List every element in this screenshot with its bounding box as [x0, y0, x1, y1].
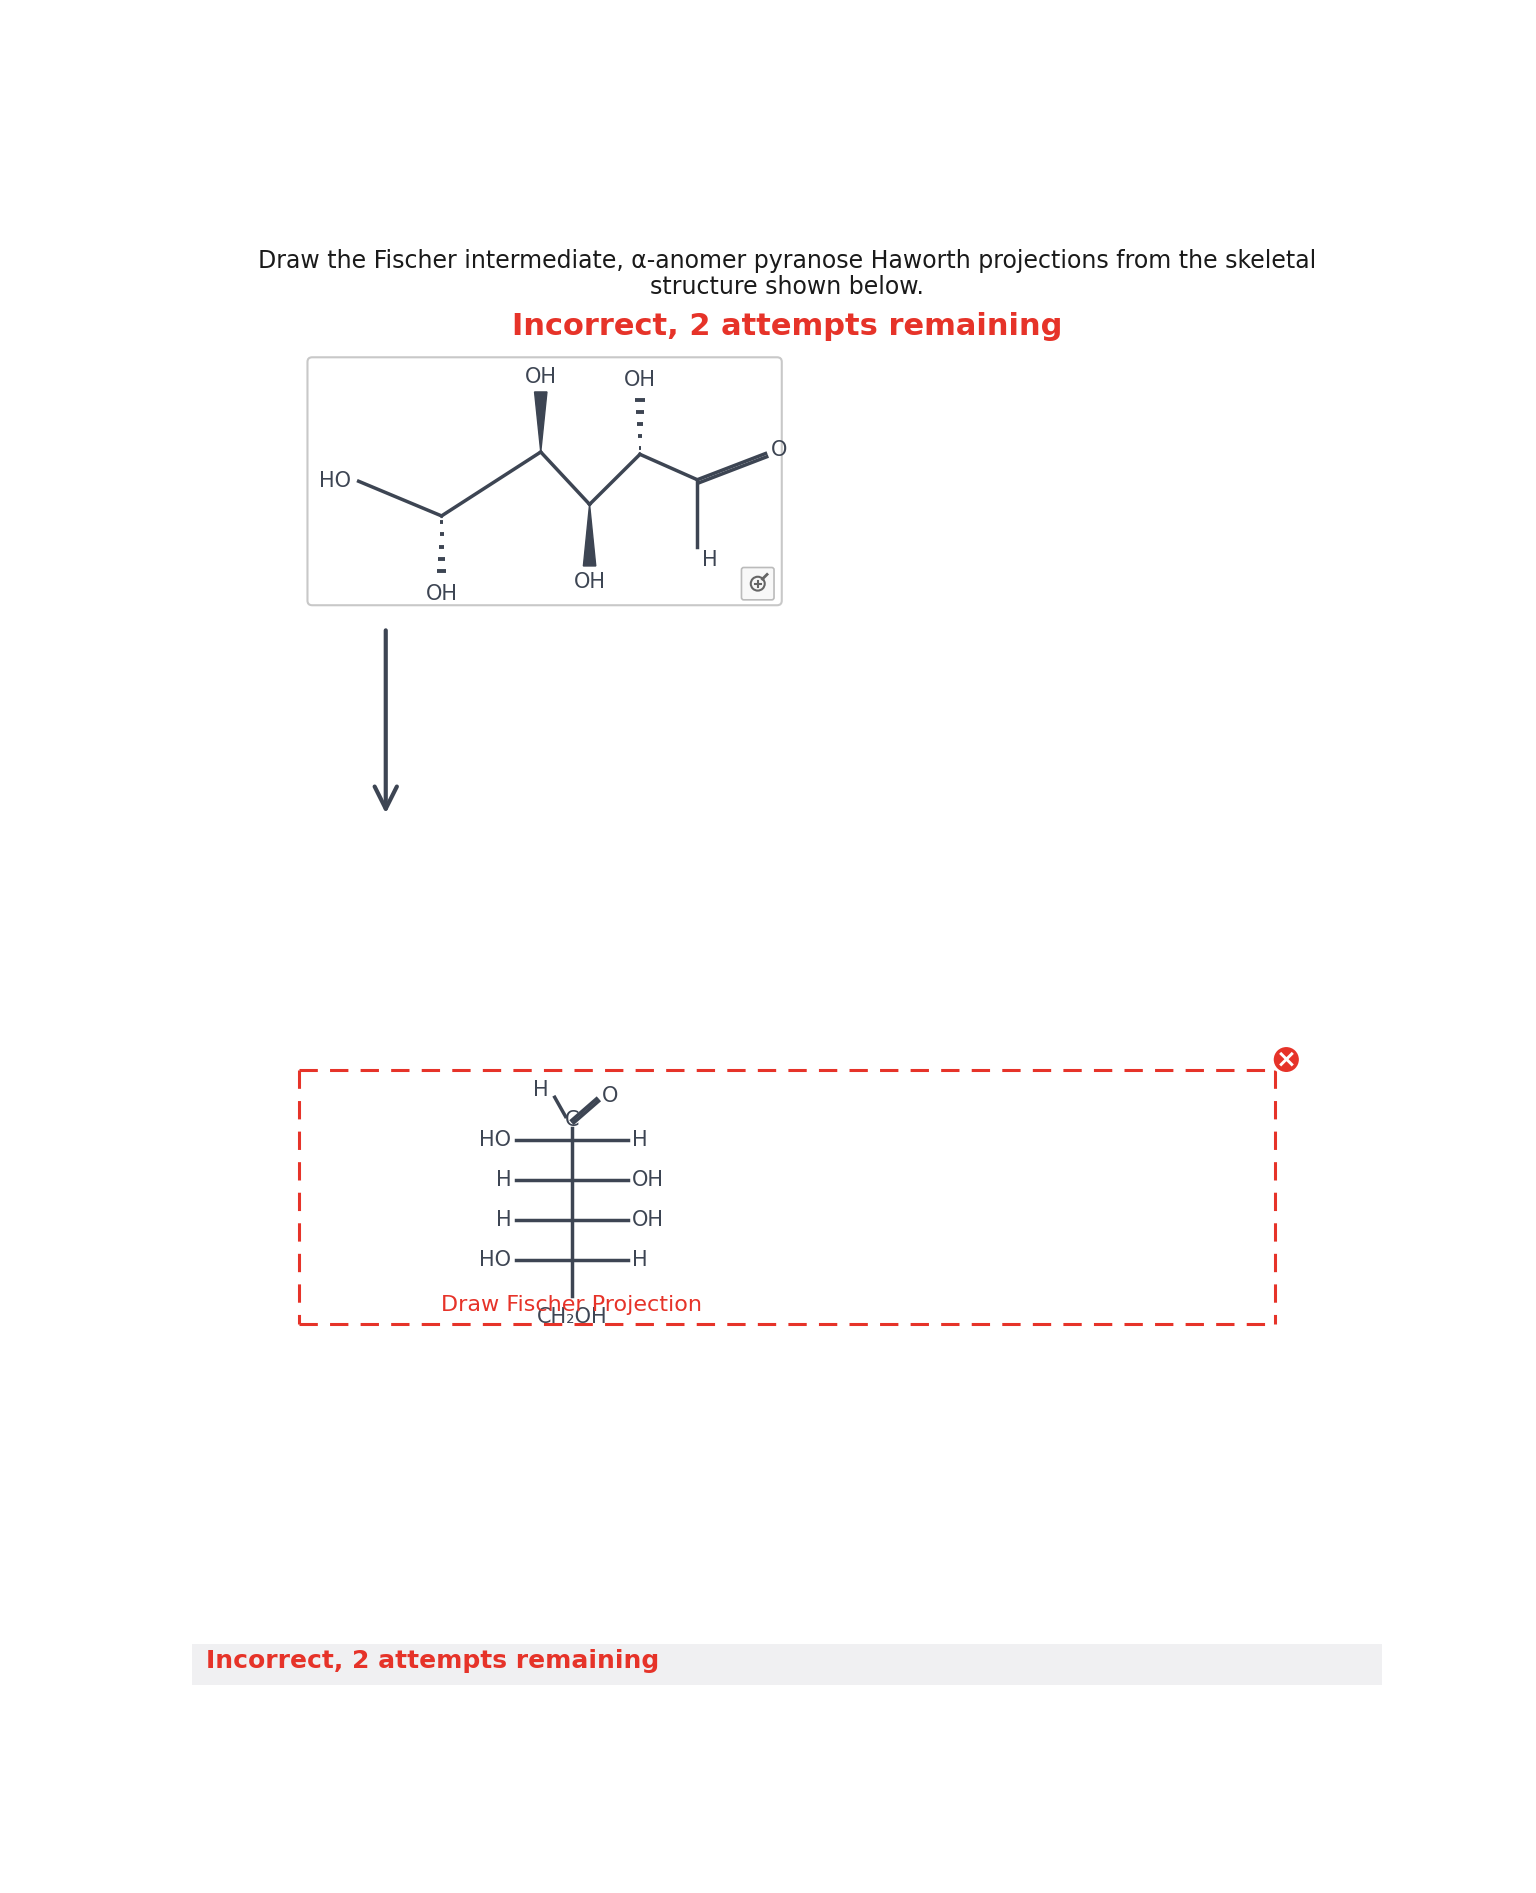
Text: H: H — [533, 1079, 548, 1100]
Text: OH: OH — [633, 1210, 664, 1230]
Text: Incorrect, 2 attempts remaining: Incorrect, 2 attempts remaining — [206, 1649, 659, 1673]
Text: CH₂OH: CH₂OH — [536, 1308, 607, 1327]
Text: OH: OH — [633, 1170, 664, 1189]
Text: Draw the Fischer intermediate, α-anomer pyranose Haworth projections from the sk: Draw the Fischer intermediate, α-anomer … — [258, 248, 1316, 273]
Text: HO: HO — [479, 1130, 511, 1149]
Text: O: O — [602, 1087, 619, 1107]
Polygon shape — [535, 392, 547, 452]
FancyArrowPatch shape — [375, 630, 396, 808]
Text: H: H — [633, 1130, 648, 1149]
FancyBboxPatch shape — [742, 568, 774, 600]
Text: Incorrect, 2 attempts remaining: Incorrect, 2 attempts remaining — [511, 312, 1063, 341]
Text: H: H — [496, 1170, 511, 1189]
Text: ×: × — [1276, 1047, 1296, 1071]
Text: H: H — [702, 549, 717, 570]
Bar — [192, 1643, 1382, 1685]
Text: structure shown below.: structure shown below. — [650, 274, 925, 299]
Circle shape — [1272, 1045, 1301, 1073]
Text: HO: HO — [319, 471, 350, 492]
Text: OH: OH — [624, 369, 656, 390]
Text: O: O — [771, 441, 788, 460]
Text: OH: OH — [525, 367, 556, 388]
Text: OH: OH — [425, 583, 458, 604]
Polygon shape — [584, 504, 596, 566]
Text: C: C — [565, 1111, 579, 1130]
Text: HO: HO — [479, 1249, 511, 1270]
FancyBboxPatch shape — [307, 358, 782, 606]
Text: OH: OH — [573, 572, 605, 593]
Text: H: H — [633, 1249, 648, 1270]
Text: Draw Fischer Projection: Draw Fischer Projection — [441, 1295, 702, 1316]
Text: H: H — [496, 1210, 511, 1230]
